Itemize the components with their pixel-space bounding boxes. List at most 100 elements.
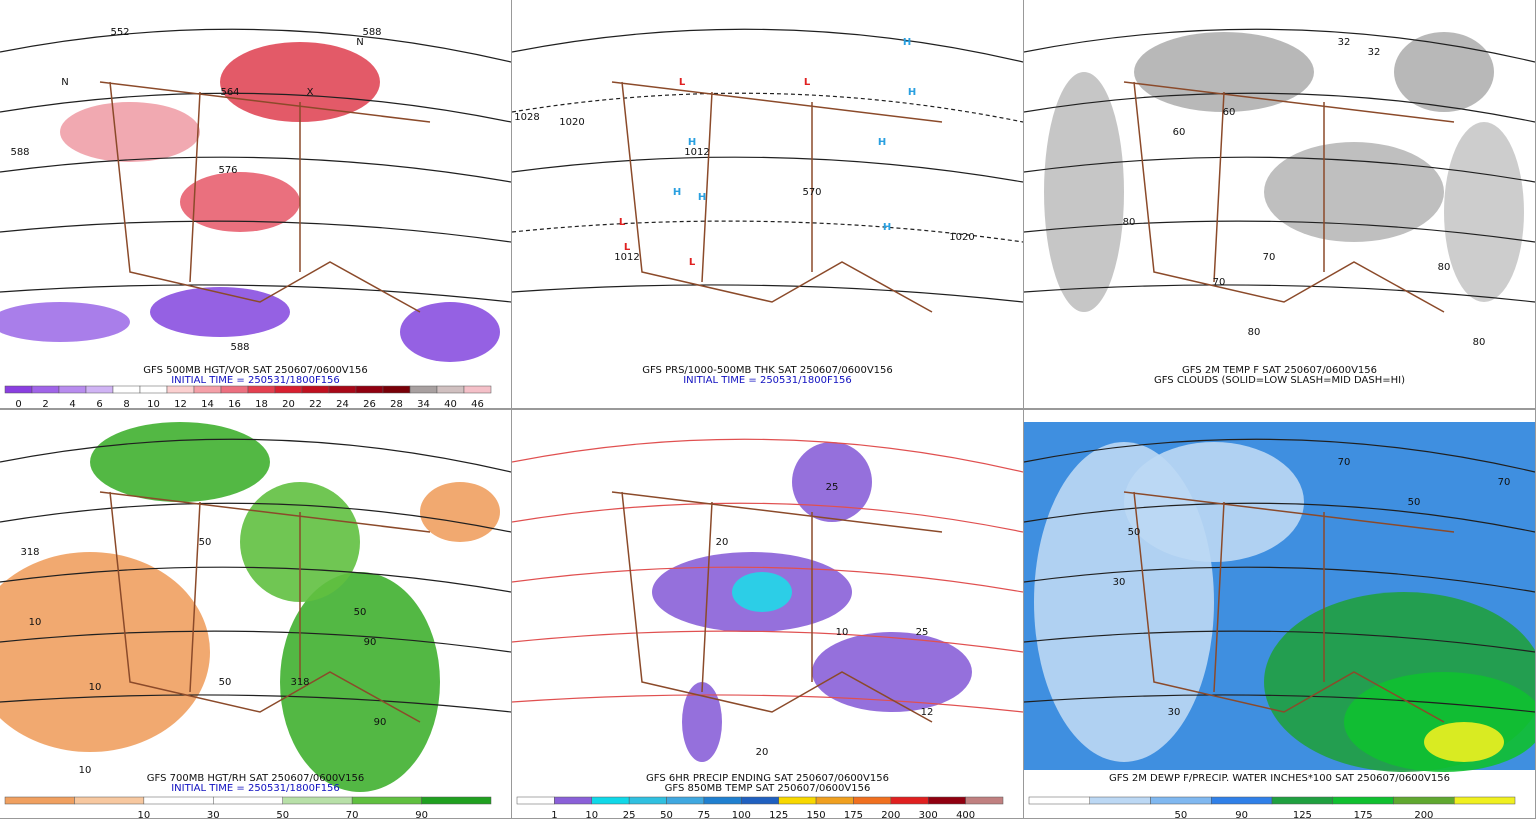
colorbar-label: 175 [844, 810, 863, 818]
contour [0, 438, 511, 473]
colorbar-label: 125 [1293, 810, 1312, 818]
caption: GFS 2M DEWP F/PRECIP. WATER INCHES*100 S… [1109, 773, 1450, 784]
field-area [1134, 32, 1314, 112]
contour [1024, 28, 1535, 63]
map-label: 20 [756, 747, 769, 758]
colorbar-label: 22 [309, 399, 322, 408]
map-label: H [698, 192, 706, 203]
map: 30 30 50 50 70 70 [1024, 422, 1535, 772]
border [611, 491, 943, 723]
colorbar-swatch [463, 385, 492, 394]
colorbar-swatch [591, 796, 630, 805]
map-label: 50 [1408, 497, 1421, 508]
map-label: 30 [1113, 577, 1126, 588]
caption: GFS 850MB TEMP SAT 250607/0600V156 [665, 783, 871, 794]
contour [1024, 630, 1535, 653]
contour [512, 284, 1023, 303]
map-label: L [689, 257, 696, 268]
colorbar-swatch [351, 796, 422, 805]
map: L L L L L H H H H H H H 1020 1020 1012 1012 1028 570 [512, 12, 1023, 362]
colorbar-label: 34 [417, 399, 430, 408]
map-label: 70 [1498, 477, 1511, 488]
colorbar-label: 10 [585, 810, 598, 818]
map-label: 70 [1213, 277, 1226, 288]
colorbar-label: 50 [660, 810, 673, 818]
colorbar-label: 50 [1175, 810, 1188, 818]
panel: 10 10 10 50 50 50 90 90 318 318 GFS 700MB HGT/RH S… [0, 410, 511, 818]
map-label: H [908, 87, 916, 98]
map-label: 1012 [684, 147, 709, 158]
field-area [1444, 122, 1524, 302]
colorbar-label: 0 [15, 399, 21, 408]
colorbar-label: 26 [363, 399, 376, 408]
map-label: L [804, 77, 811, 88]
map-label: 20 [716, 537, 729, 548]
map: 10 10 10 50 50 50 90 90 318 318 [0, 422, 511, 792]
contour [0, 92, 511, 123]
map-label: 80 [1123, 217, 1136, 228]
map-label: 318 [290, 677, 309, 688]
map-label: 80 [1473, 337, 1486, 348]
colorbar-swatch [355, 385, 384, 394]
colorbar-label: 70 [346, 810, 359, 818]
contour [0, 220, 511, 243]
colorbar-swatch [193, 385, 222, 394]
colorbar-label: 90 [1235, 810, 1248, 818]
colorbar-swatch [1454, 796, 1516, 805]
colorbar-label: 125 [769, 810, 788, 818]
colorbar-label: 400 [956, 810, 975, 818]
contour [512, 566, 1023, 593]
map-label: 30 [1168, 707, 1181, 718]
field-area [180, 172, 300, 232]
colorbar-label: 18 [255, 399, 268, 408]
colorbar-swatch [382, 385, 411, 394]
colorbar-label: 50 [276, 810, 289, 818]
map-label: 90 [374, 717, 387, 728]
caption: GFS 500MB HGT/VOR SAT 250607/0600V156 [143, 365, 367, 376]
colorbar-swatch [58, 385, 87, 394]
contour [1024, 502, 1535, 533]
colorbar-swatch [890, 796, 929, 805]
map-label: 318 [20, 547, 39, 558]
contour [0, 28, 511, 63]
caption: GFS CLOUDS (SOLID=LOW SLASH=MID DASH=HI) [1154, 375, 1405, 386]
colorbar-swatch [74, 796, 145, 805]
colorbar-label: 8 [123, 399, 129, 408]
colorbar-swatch [1028, 796, 1090, 805]
colorbar-swatch [247, 385, 276, 394]
map-label: 60 [1223, 107, 1236, 118]
field-area [1394, 32, 1494, 112]
colorbar-swatch [213, 796, 283, 805]
map-label: 70 [1263, 252, 1276, 263]
field-area [732, 572, 792, 612]
colorbar-swatch [112, 385, 141, 394]
field-area [0, 552, 210, 752]
map-label: H [883, 222, 891, 233]
colorbar-label: 90 [415, 810, 428, 818]
map-label: 1020 [949, 232, 974, 243]
colorbar-swatch [853, 796, 892, 805]
colorbar-label: 100 [732, 810, 751, 818]
contour [512, 694, 1023, 713]
map-label: H [878, 137, 886, 148]
contour [1024, 156, 1535, 183]
map-label: 32 [1338, 37, 1351, 48]
map-label: 564 [220, 87, 239, 98]
colorbar-swatch [85, 385, 114, 394]
colorbar-swatch [436, 385, 465, 394]
colorbar-label: 200 [1414, 810, 1433, 818]
colorbar-label: 175 [1354, 810, 1373, 818]
colorbar-label: 10 [147, 399, 160, 408]
border [1123, 81, 1455, 313]
colorbar-swatch [927, 796, 966, 805]
colorbar-swatch [1271, 796, 1333, 805]
colorbar-swatch [282, 796, 353, 805]
map-label: 50 [219, 677, 232, 688]
contour [512, 220, 1023, 243]
colorbar-swatch [409, 385, 438, 394]
contour [0, 502, 511, 533]
colorbar-swatch [554, 796, 593, 805]
map-label: L [624, 242, 631, 253]
contour [0, 284, 511, 303]
